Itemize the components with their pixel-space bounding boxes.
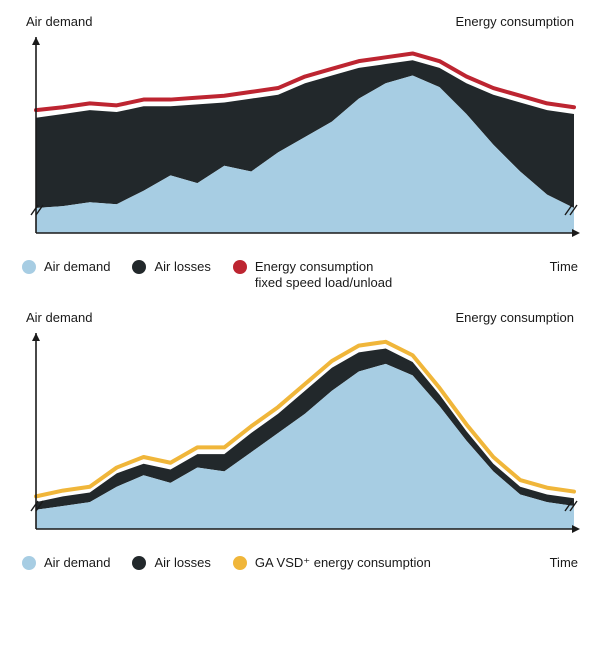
chart-1-y-right-label: Energy consumption [455, 14, 574, 29]
legend-label: Air demand [44, 555, 110, 571]
chart-1-y-left-label: Air demand [26, 14, 92, 29]
legend-label: Air losses [154, 555, 210, 571]
chart-1-axis-labels: Air demand Energy consumption [26, 14, 574, 29]
chart-2-legend: Air demand Air losses GA VSD⁺ energy con… [22, 555, 578, 571]
legend-item-air-losses-2: Air losses [132, 555, 210, 571]
legend-item-ga-vsd: GA VSD⁺ energy consumption [233, 555, 431, 571]
chart-2-y-left-label: Air demand [26, 310, 92, 325]
chart-1-legend: Air demand Air losses Energy consumption… [22, 259, 578, 292]
legend-label: Air demand [44, 259, 110, 275]
chart-1-time-label: Time [550, 259, 578, 274]
legend-item-air-demand: Air demand [22, 259, 110, 275]
chart-1-block: Air demand Energy consumption Air demand… [18, 14, 582, 292]
swatch-air-demand [22, 260, 36, 274]
legend-item-air-losses: Air losses [132, 259, 210, 275]
swatch-air-demand [22, 556, 36, 570]
swatch-energy-fixed [233, 260, 247, 274]
legend-item-air-demand-2: Air demand [22, 555, 110, 571]
swatch-ga-vsd [233, 556, 247, 570]
chart-2-time-label: Time [550, 555, 578, 570]
legend-item-energy-fixed: Energy consumption fixed speed load/unlo… [233, 259, 392, 292]
chart-2-axis-labels: Air demand Energy consumption [26, 310, 574, 325]
chart-2-block: Air demand Energy consumption Air demand… [18, 310, 582, 571]
swatch-air-losses [132, 260, 146, 274]
swatch-air-losses [132, 556, 146, 570]
chart-2-svg [18, 329, 582, 547]
legend-label: GA VSD⁺ energy consumption [255, 555, 431, 571]
chart-2-y-right-label: Energy consumption [455, 310, 574, 325]
legend-label: Air losses [154, 259, 210, 275]
legend-label: Energy consumption fixed speed load/unlo… [255, 259, 392, 292]
chart-1-svg [18, 33, 582, 251]
